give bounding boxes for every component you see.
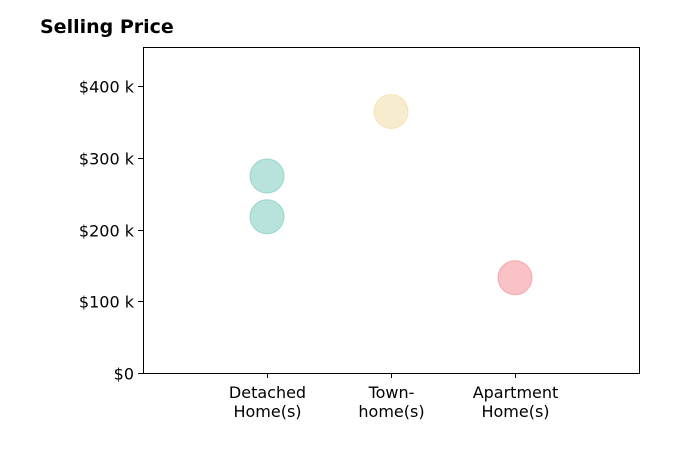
y-tick-label: $300 k xyxy=(79,150,135,169)
x-tick-label: Apartment Home(s) xyxy=(473,383,559,421)
y-tick-label: $200 k xyxy=(79,222,135,241)
data-point xyxy=(497,260,533,296)
x-tick-label: Town-home(s) xyxy=(358,383,424,421)
data-point xyxy=(249,199,285,235)
x-tick-label: Detached Home(s) xyxy=(229,383,306,421)
data-point xyxy=(373,93,409,129)
data-point xyxy=(249,158,285,194)
chart-marks xyxy=(249,93,533,296)
y-tick-label: $400 k xyxy=(79,78,135,97)
chart-axes: $0 $100 k $200 k $300 k $400 k Detached Home(s… xyxy=(79,78,558,422)
y-tick-label: $100 k xyxy=(79,293,135,312)
y-tick-label: $0 xyxy=(114,365,134,384)
chart-title: Selling Price xyxy=(40,16,174,38)
